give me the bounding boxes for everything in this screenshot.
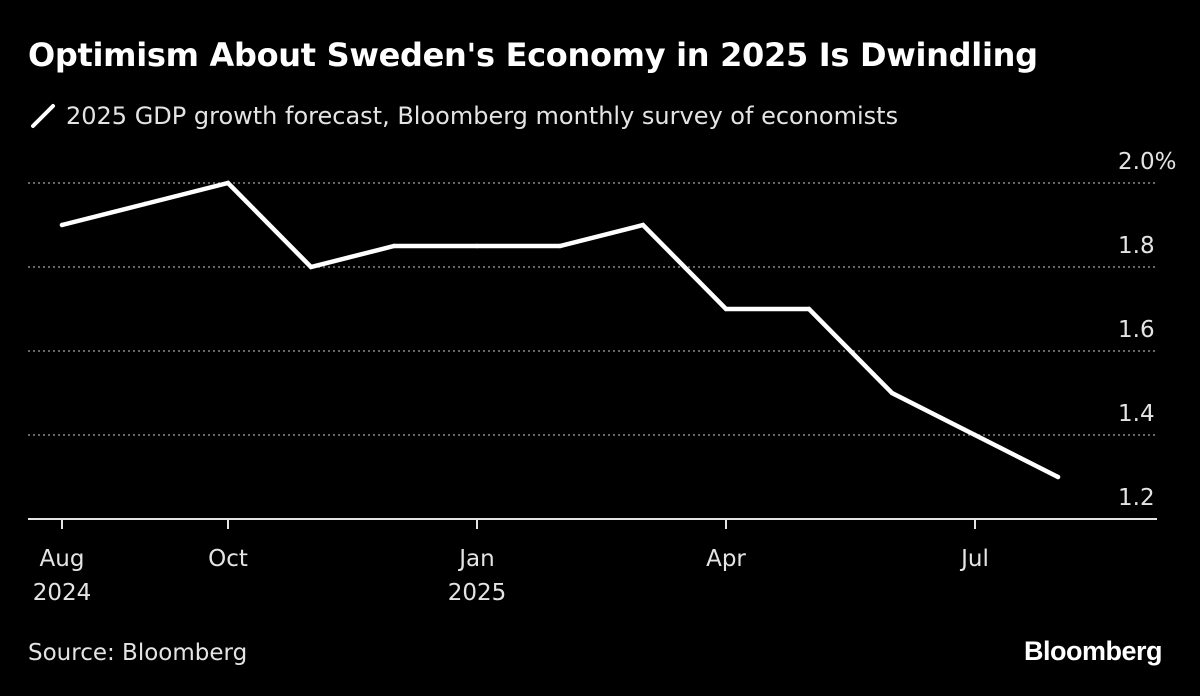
data-point: [474, 243, 480, 249]
legend-label: 2025 GDP growth forecast, Bloomberg mont…: [66, 102, 899, 130]
data-point: [308, 264, 314, 270]
x-axis: Aug 2024 Oct Jan 2025 Apr Jul: [28, 518, 1157, 606]
data-point: [889, 390, 895, 396]
data-point: [59, 222, 65, 228]
x-tick-label: Aug: [40, 546, 85, 572]
data-point: [225, 180, 231, 186]
data-point: [391, 243, 397, 249]
data-point: [806, 306, 812, 312]
line-chart: 2.0% 1.8 1.6 1.4 1.2 Aug 2024 Oct Jan 2025 Apr Jul: [28, 149, 1176, 606]
x-tick-label: Apr: [706, 546, 746, 572]
chart-title: Optimism About Sweden's Economy in 2025 …: [28, 36, 1038, 74]
line-swatch-icon: [31, 104, 55, 128]
bloomberg-logo: Bloomberg: [1023, 636, 1163, 666]
data-point: [640, 222, 646, 228]
y-tick-label: 1.4: [1118, 401, 1155, 427]
x-tick-sublabel: 2024: [33, 580, 92, 606]
data-point: [557, 243, 563, 249]
x-tick-label: Jan: [457, 546, 494, 572]
gdp-forecast-line: [59, 180, 1061, 480]
y-axis: 2.0% 1.8 1.6 1.4 1.2: [1118, 149, 1176, 511]
y-tick-label: 1.2: [1118, 485, 1155, 511]
data-point: [723, 306, 729, 312]
x-tick-label: Jul: [959, 546, 989, 572]
legend: 2025 GDP growth forecast, Bloomberg mont…: [30, 102, 898, 130]
source-note: Source: Bloomberg: [28, 640, 248, 666]
x-tick-label: Oct: [208, 546, 248, 572]
series: [59, 180, 1061, 480]
data-point: [972, 432, 978, 438]
x-tick-sublabel: 2025: [448, 580, 507, 606]
y-tick-label: 2.0%: [1118, 149, 1176, 175]
y-tick-label: 1.6: [1118, 317, 1155, 343]
y-tick-label: 1.8: [1118, 233, 1155, 259]
data-point: [142, 201, 148, 207]
gridlines: [28, 182, 1157, 436]
data-point: [1055, 474, 1061, 480]
